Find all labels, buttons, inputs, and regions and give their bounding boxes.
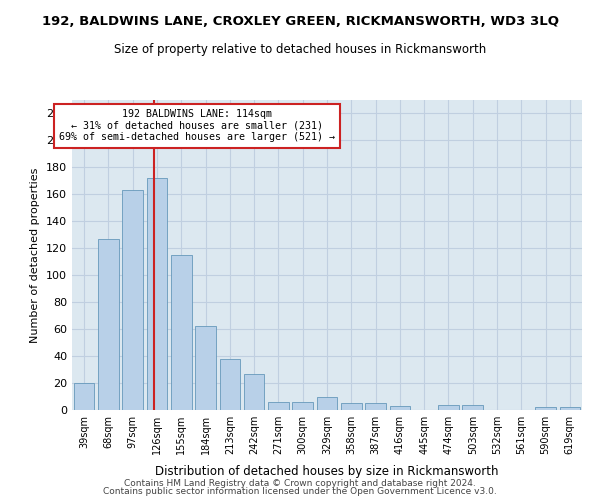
Bar xyxy=(560,408,580,410)
Text: Contains HM Land Registry data © Crown copyright and database right 2024.: Contains HM Land Registry data © Crown c… xyxy=(124,478,476,488)
Bar xyxy=(463,404,483,410)
Bar xyxy=(365,404,386,410)
Text: 192 BALDWINS LANE: 114sqm
← 31% of detached houses are smaller (231)
69% of semi: 192 BALDWINS LANE: 114sqm ← 31% of detac… xyxy=(59,110,335,142)
Bar xyxy=(438,404,459,410)
X-axis label: Distribution of detached houses by size in Rickmansworth: Distribution of detached houses by size … xyxy=(155,466,499,478)
Bar xyxy=(244,374,265,410)
Text: Contains public sector information licensed under the Open Government Licence v3: Contains public sector information licen… xyxy=(103,487,497,496)
Bar xyxy=(74,383,94,410)
Bar xyxy=(122,190,143,410)
Bar xyxy=(268,402,289,410)
Text: 192, BALDWINS LANE, CROXLEY GREEN, RICKMANSWORTH, WD3 3LQ: 192, BALDWINS LANE, CROXLEY GREEN, RICKM… xyxy=(41,15,559,28)
Bar xyxy=(317,396,337,410)
Bar xyxy=(220,359,240,410)
Y-axis label: Number of detached properties: Number of detached properties xyxy=(31,168,40,342)
Bar xyxy=(195,326,216,410)
Text: Size of property relative to detached houses in Rickmansworth: Size of property relative to detached ho… xyxy=(114,42,486,56)
Bar xyxy=(146,178,167,410)
Bar xyxy=(341,404,362,410)
Bar xyxy=(292,402,313,410)
Bar xyxy=(535,408,556,410)
Bar xyxy=(98,239,119,410)
Bar xyxy=(171,255,191,410)
Bar xyxy=(389,406,410,410)
